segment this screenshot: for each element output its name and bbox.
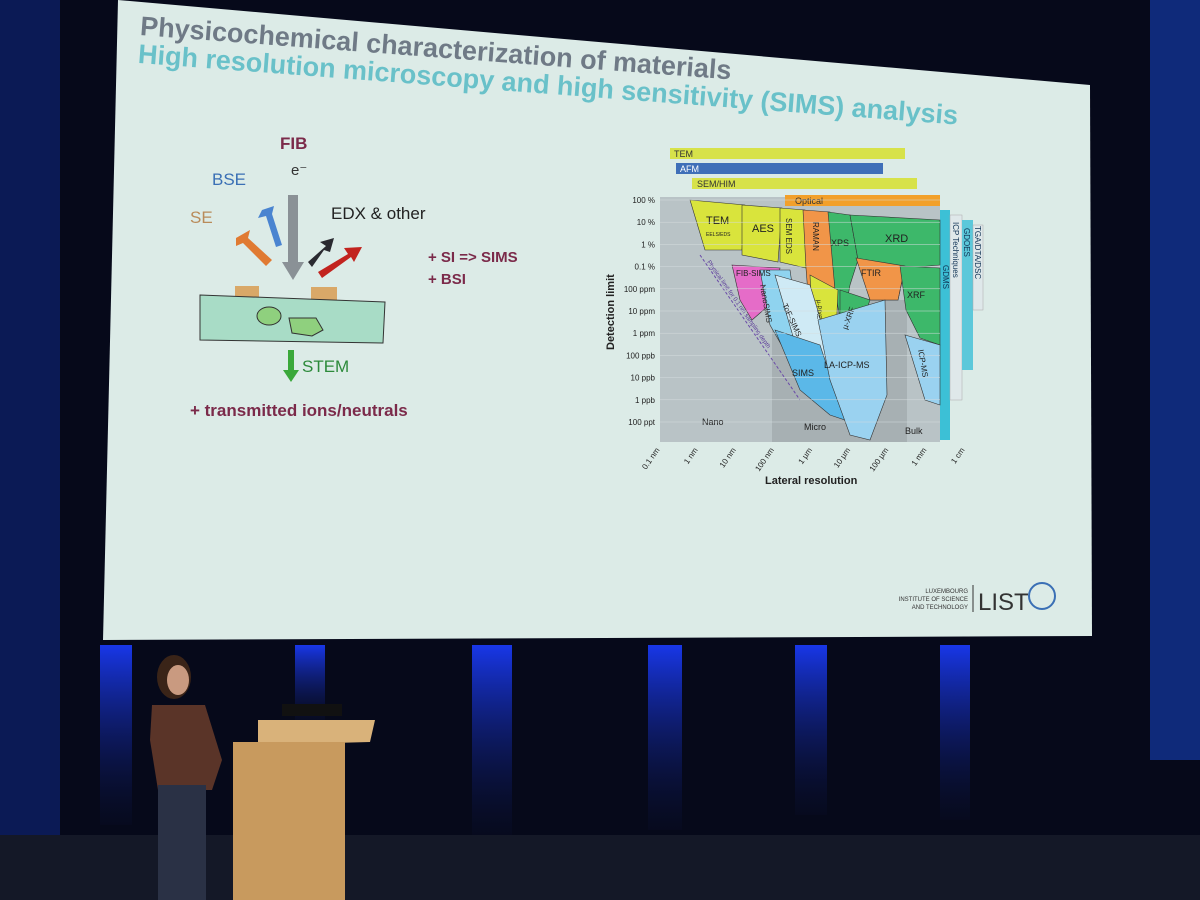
bar-label: AFM <box>680 164 699 174</box>
label: + BSI <box>428 271 466 288</box>
region-label: SEM EDS <box>784 218 793 254</box>
pad <box>311 287 337 300</box>
region-label: XPS <box>831 238 849 248</box>
top-bar <box>676 163 883 174</box>
y-tick-label: 100 % <box>632 196 655 205</box>
label: + SI => SIMS <box>428 249 518 266</box>
bar-label: ICP Techniques <box>951 222 960 278</box>
region <box>741 204 783 263</box>
grain <box>256 306 282 326</box>
logo-text: INSTITUTE OF SCIENCE <box>899 597 968 603</box>
label: + transmitted ions/neutrals <box>190 401 408 420</box>
top-bar <box>692 178 917 189</box>
region-label: XRD <box>885 233 908 245</box>
bar-label: Optical <box>795 196 823 206</box>
y-tick-label: 100 ppm <box>624 285 655 294</box>
logo-text: LUXEMBOURG <box>925 589 968 595</box>
y-axis-label: Detection limit <box>605 274 617 350</box>
bar-label: SEM/HIM <box>697 179 736 189</box>
region-label: AES <box>752 223 774 235</box>
y-tick-label: 100 ppt <box>628 418 655 427</box>
y-tick-label: 1 ppm <box>633 329 656 338</box>
zone-label: Micro <box>804 422 826 432</box>
arrow <box>236 230 272 266</box>
podium <box>233 704 375 900</box>
arrow <box>258 206 282 247</box>
logo-globe <box>1028 582 1056 610</box>
bar-label: TEM <box>674 149 693 159</box>
region <box>817 299 888 441</box>
side-bar <box>962 220 973 370</box>
speaker <box>150 655 222 900</box>
grain <box>288 317 324 337</box>
y-ticks: 100 % 10 % 1 % 0.1 % 100 ppm 10 ppm 1 ppm 100 p… <box>624 196 940 427</box>
arrow <box>282 195 304 280</box>
y-tick-label: 0.1 % <box>635 263 655 272</box>
logo-name: LIST <box>978 589 1029 616</box>
region <box>855 257 906 301</box>
label: SE <box>190 208 213 227</box>
slide <box>103 0 1092 640</box>
zone-label: Bulk <box>905 426 923 436</box>
x-axis-label: Lateral resolution <box>765 475 858 487</box>
region <box>899 265 941 346</box>
bar-label: TGA/DTA/DSC <box>973 226 982 279</box>
side-bar <box>972 224 984 311</box>
region-label: µ-PIXE <box>815 300 821 319</box>
logo: LUXEMBOURG INSTITUTE OF SCIENCE AND TECH… <box>899 582 1056 616</box>
y-tick-label: 10 ppb <box>631 374 656 383</box>
y-tick-label: 10 ppm <box>628 307 655 316</box>
arrow <box>318 247 362 278</box>
label: BSE <box>212 170 246 189</box>
region-label: RAMAN <box>811 222 820 251</box>
region-label: TEM <box>706 215 729 227</box>
top-bar <box>785 195 940 206</box>
technique-map: TEM AFM SEM/HIM Optical GDMS ICP Techniq… <box>605 148 984 487</box>
region-label: LA-ICP-MS <box>824 360 870 370</box>
bar-label: GDMS <box>941 265 950 289</box>
curtain <box>0 0 60 900</box>
y-tick-label: 1 ppb <box>635 396 656 405</box>
region-label: FIB-SIMS <box>736 269 771 278</box>
label: STEM <box>302 357 349 376</box>
top-bar <box>670 148 905 159</box>
y-tick-label: 100 ppb <box>626 351 655 360</box>
limit-line <box>699 254 801 401</box>
region-label: XRF <box>907 290 926 300</box>
label: e⁻ <box>291 162 307 179</box>
region-label: EELS/EDS <box>706 232 731 238</box>
arrow <box>283 350 299 382</box>
y-tick-label: 1 % <box>641 240 655 249</box>
logo-text: AND TECHNOLOGY <box>912 605 968 611</box>
stage-lights <box>100 645 970 865</box>
pad <box>235 286 259 298</box>
region <box>774 329 846 421</box>
region-label: FTIR <box>861 268 881 278</box>
curtain <box>1150 0 1200 760</box>
label: FIB <box>280 134 307 153</box>
beam-diagram: FIB e⁻ BSE SE EDX & other STEM + transmi… <box>190 134 518 420</box>
label: EDX & other <box>331 204 426 223</box>
y-tick-label: 10 % <box>637 218 655 227</box>
side-bar <box>940 210 950 440</box>
bar-label: GDOES <box>962 228 971 257</box>
region-label: SIMS <box>792 368 814 378</box>
region <box>904 334 941 406</box>
arrow <box>308 238 334 267</box>
